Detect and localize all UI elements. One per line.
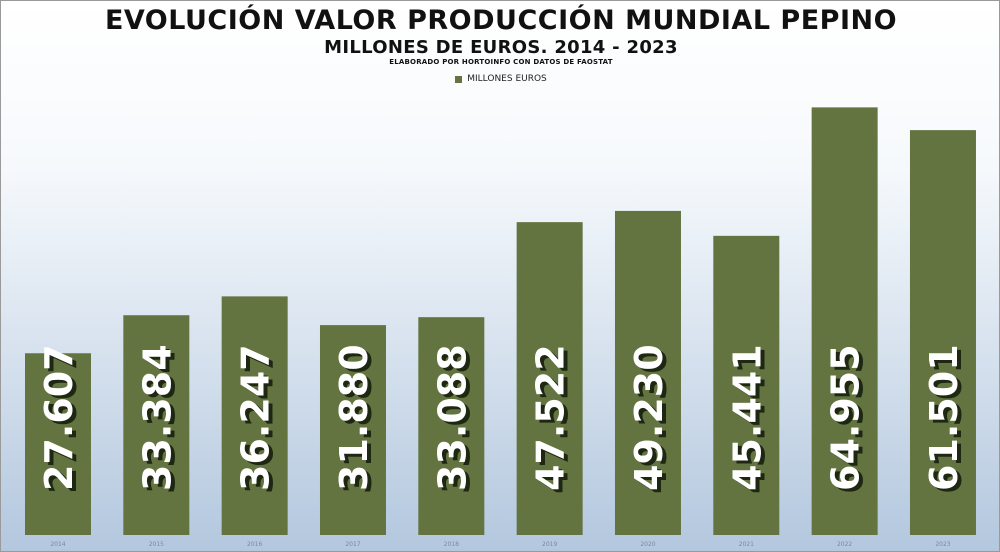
x-tick-label: 2020	[640, 541, 655, 548]
data-label-shadow-2014: 27.607	[41, 347, 85, 494]
x-tick-label: 2018	[444, 541, 459, 548]
data-label-2016: 36.247	[234, 344, 278, 491]
data-label-shadow-2023: 61.501	[926, 347, 970, 494]
bar-2023	[909, 130, 976, 536]
bar-2022	[811, 107, 878, 536]
bar-2021	[713, 235, 780, 536]
x-tick-label: 2014	[50, 541, 65, 548]
legend-swatch	[455, 75, 463, 83]
data-label-shadow-2018: 33.088	[434, 347, 478, 494]
bar-2020	[614, 210, 681, 535]
legend: MILLONES EUROS	[1, 74, 999, 84]
legend-label: MILLONES EUROS	[467, 74, 547, 84]
data-label-shadow-2019: 47.522	[533, 347, 577, 494]
x-tick-label: 2019	[542, 541, 557, 548]
bar-2016	[221, 296, 288, 535]
data-label-2017: 31.880	[332, 344, 376, 491]
data-label-shadow-2017: 31.880	[336, 347, 380, 494]
data-label-2020: 49.230	[627, 344, 671, 491]
x-tick-label: 2022	[837, 541, 852, 548]
bar-2015	[123, 315, 190, 535]
chart-title: EVOLUCIÓN VALOR PRODUCCIÓN MUNDIAL PEPIN…	[104, 5, 898, 36]
bar-2018	[418, 317, 485, 535]
data-label-shadow-2016: 36.247	[238, 347, 282, 494]
data-label-2023: 61.501	[922, 344, 966, 491]
data-label-2022: 64.955	[824, 344, 868, 491]
x-tick-label: 2023	[935, 541, 950, 548]
bar-2014	[25, 353, 91, 535]
data-label-shadow-2020: 49.230	[631, 347, 675, 494]
bar-2017	[319, 325, 386, 535]
data-label-2019: 47.522	[529, 344, 573, 491]
bar-2019	[516, 222, 583, 535]
data-label-shadow-2015: 33.384	[139, 347, 183, 494]
x-tick-label: 2021	[739, 541, 754, 548]
data-label-shadow-2022: 64.955	[828, 347, 872, 494]
data-label-2014: 27.607	[37, 344, 81, 491]
data-label-shadow-2021: 45.441	[729, 347, 773, 494]
data-label-2015: 33.384	[135, 344, 179, 491]
data-label-2021: 45.441	[725, 344, 769, 491]
x-tick-label: 2016	[247, 541, 262, 548]
source-note: ELABORADO POR HORTOINFO CON DATOS DE FAO…	[389, 58, 613, 66]
x-tick-label: 2017	[345, 541, 360, 548]
chart-subtitle: MILLONES DE EUROS. 2014 - 2023	[324, 37, 678, 58]
data-label-2018: 33.088	[430, 344, 474, 491]
x-tick-label: 2015	[149, 541, 164, 548]
